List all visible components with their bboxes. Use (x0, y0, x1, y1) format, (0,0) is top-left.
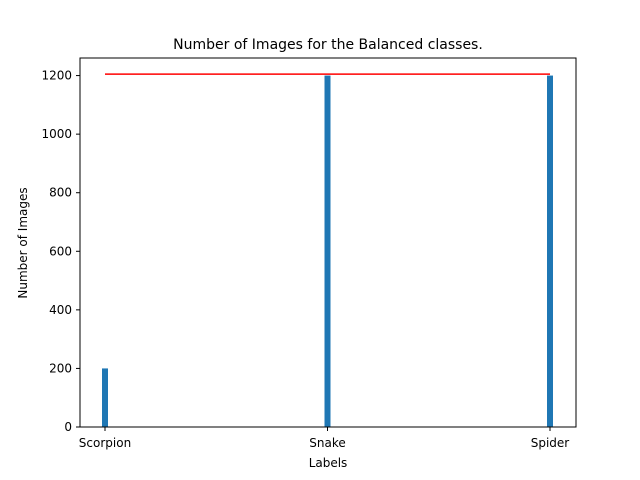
y-tick-label-1200: 1200 (41, 69, 72, 83)
y-tick-label-1000: 1000 (41, 127, 72, 141)
plot-area: 0 200 400 600 800 1000 1200 Scorpion Snake Spider (41, 57, 577, 450)
y-tick-label-800: 800 (49, 186, 72, 200)
y-axis-label: Number of Images (16, 187, 30, 298)
x-axis-label: Labels (309, 456, 348, 470)
bar-spider (547, 75, 553, 428)
y-tick-label-600: 600 (49, 244, 72, 258)
bar-scorpion (102, 368, 108, 427)
chart-title: Number of Images for the Balanced classe… (173, 37, 483, 53)
y-tick-label-200: 200 (49, 361, 72, 375)
x-tick-label-scorpion: Scorpion (79, 436, 131, 450)
x-tick-label-spider: Spider (531, 436, 570, 450)
bar-snake (324, 75, 331, 428)
y-tick-label-400: 400 (49, 303, 72, 317)
y-tick-label-0: 0 (64, 420, 72, 434)
x-tick-label-snake: Snake (309, 436, 345, 450)
